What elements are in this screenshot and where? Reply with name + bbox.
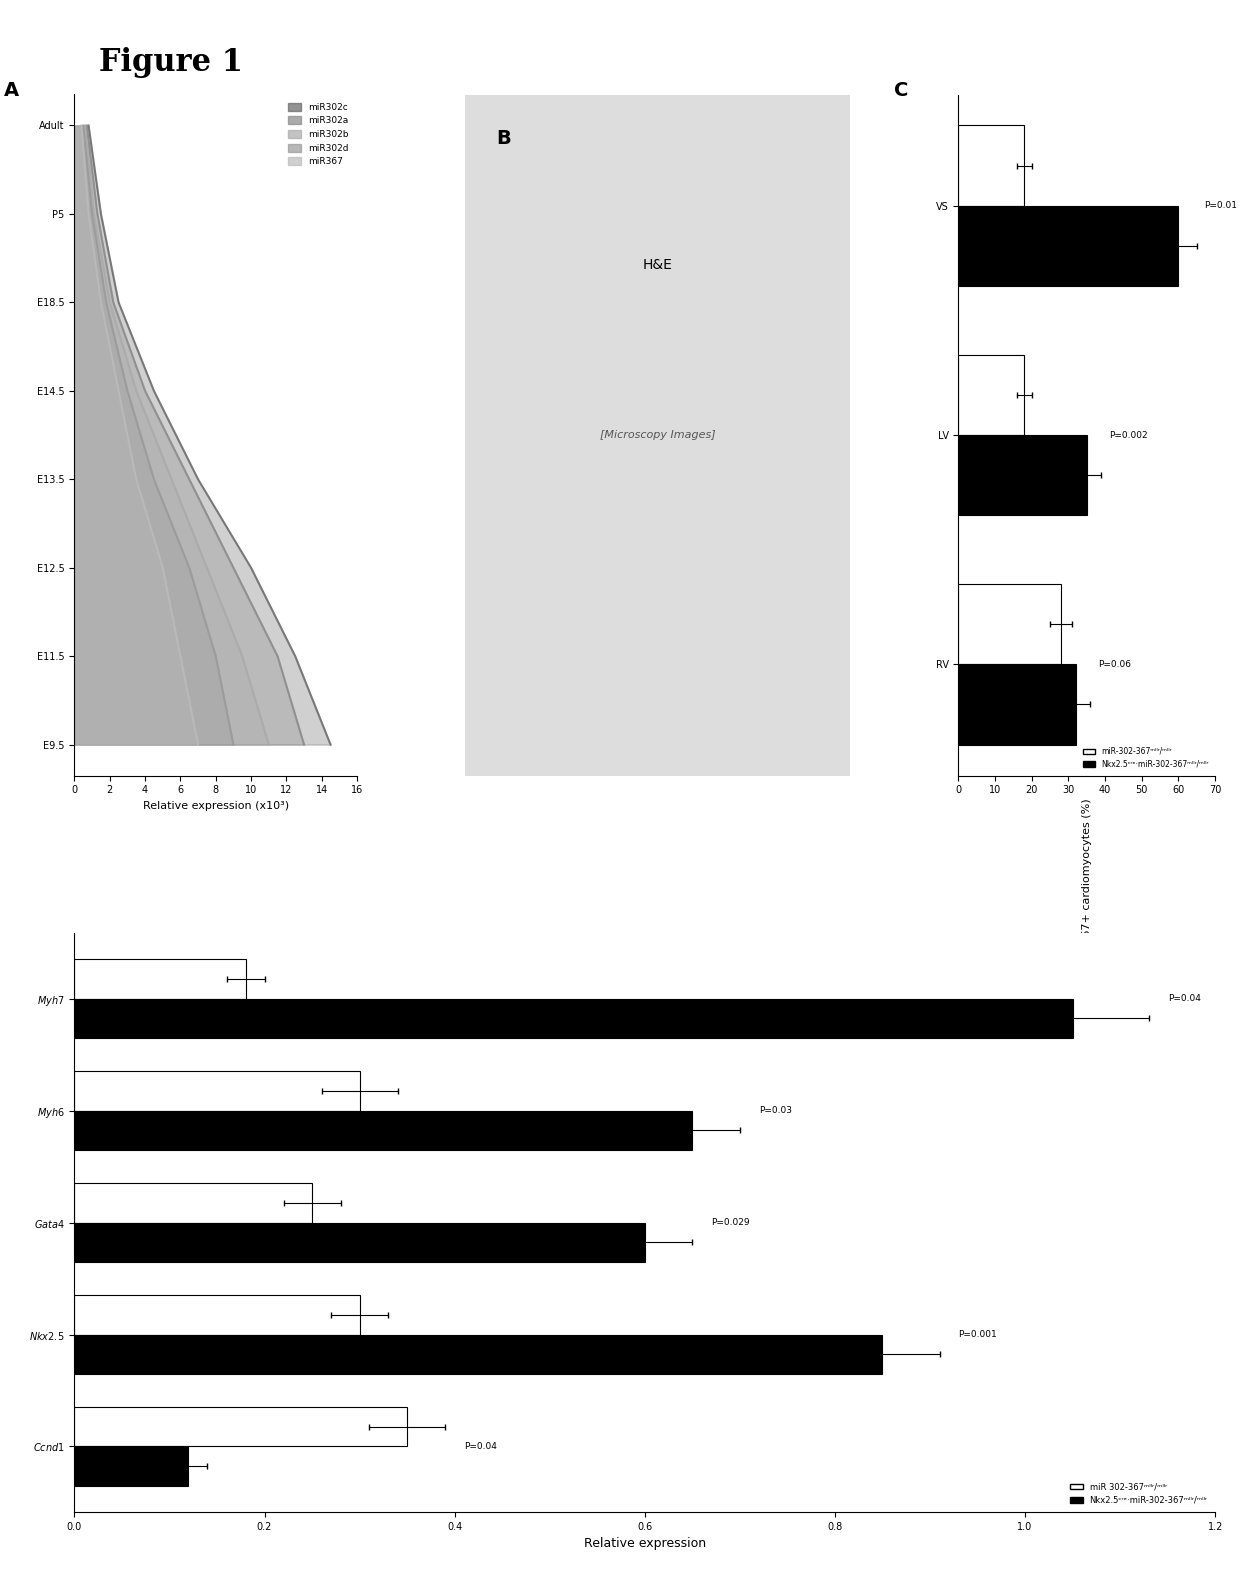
Text: A: A: [4, 80, 19, 99]
Text: H&E: H&E: [642, 258, 672, 272]
Text: P=0.04: P=0.04: [1168, 994, 1200, 1003]
Bar: [74, 999, 1073, 1038]
Bar: [74, 959, 246, 999]
Bar: [959, 435, 1086, 515]
Legend: miR-302-367ᵐˡˡʳ/ᵐˡˡʳ, Nkx2.5ᶜʳᵉ·miR-302-367ᵐˡˡʳ/ᵐˡˡʳ: miR-302-367ᵐˡˡʳ/ᵐˡˡʳ, Nkx2.5ᶜʳᵉ·miR-302-…: [1080, 743, 1211, 772]
Text: P=0.001: P=0.001: [959, 1329, 997, 1339]
Legend: miR 302-367ᵐˡˡʳ/ᵐˡˡʳ, Nkx2.5ᶜʳᵉ·miR-302-367ᵐˡˡʳ/ᵐˡˡʳ: miR 302-367ᵐˡˡʳ/ᵐˡˡʳ, Nkx2.5ᶜʳᵉ·miR-302-…: [1068, 1479, 1211, 1507]
Bar: [959, 354, 1024, 435]
Legend: miR302c, miR302a, miR302b, miR302d, miR367: miR302c, miR302a, miR302b, miR302d, miR3…: [284, 99, 352, 170]
Text: [Microscopy Images]: [Microscopy Images]: [600, 430, 715, 439]
X-axis label: Relative expression (x10³): Relative expression (x10³): [143, 800, 289, 811]
Bar: [74, 1446, 188, 1485]
Bar: [74, 1110, 692, 1150]
Bar: [74, 1222, 645, 1262]
Text: B: B: [496, 129, 511, 148]
Text: P=0.01: P=0.01: [1204, 202, 1238, 209]
Bar: [74, 1183, 312, 1222]
Text: P=0.06: P=0.06: [1097, 660, 1131, 669]
Bar: [959, 584, 1061, 665]
Bar: [959, 665, 1076, 745]
Text: P=0.029: P=0.029: [712, 1217, 750, 1227]
Bar: [74, 1295, 360, 1334]
Bar: [959, 126, 1024, 206]
Bar: [959, 206, 1178, 287]
X-axis label: Relative expression: Relative expression: [584, 1537, 706, 1550]
Bar: [74, 1071, 360, 1110]
Text: Figure 1: Figure 1: [99, 47, 243, 79]
Text: P=0.002: P=0.002: [1109, 430, 1147, 439]
Bar: [74, 1334, 883, 1373]
Text: C: C: [894, 80, 909, 99]
Bar: [74, 1408, 407, 1446]
Text: P=0.04: P=0.04: [464, 1443, 497, 1451]
Text: P=0.03: P=0.03: [759, 1106, 792, 1115]
X-axis label: Ki67+ cardiomyocytes (%): Ki67+ cardiomyocytes (%): [1081, 799, 1091, 947]
